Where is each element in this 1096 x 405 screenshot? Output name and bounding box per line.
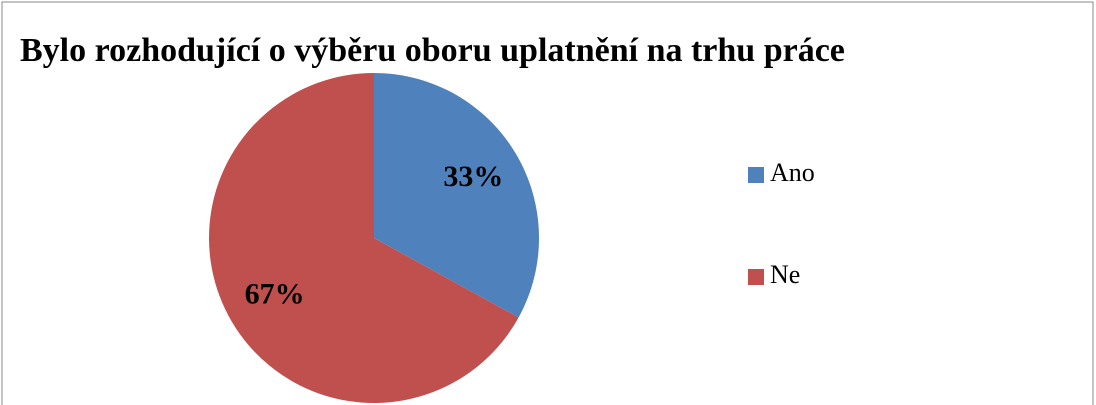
legend-label: Ne [770,260,800,289]
data-label: 33% [443,160,503,193]
pie-slice [208,73,519,403]
legend-swatch [748,269,764,285]
chart-title: Bylo rozhodující o výběru oboru uplatněn… [20,32,845,69]
legend-swatch [748,167,764,183]
legend-label: Ano [770,158,815,187]
pie-slice [374,73,539,318]
data-label: 67% [245,278,305,311]
